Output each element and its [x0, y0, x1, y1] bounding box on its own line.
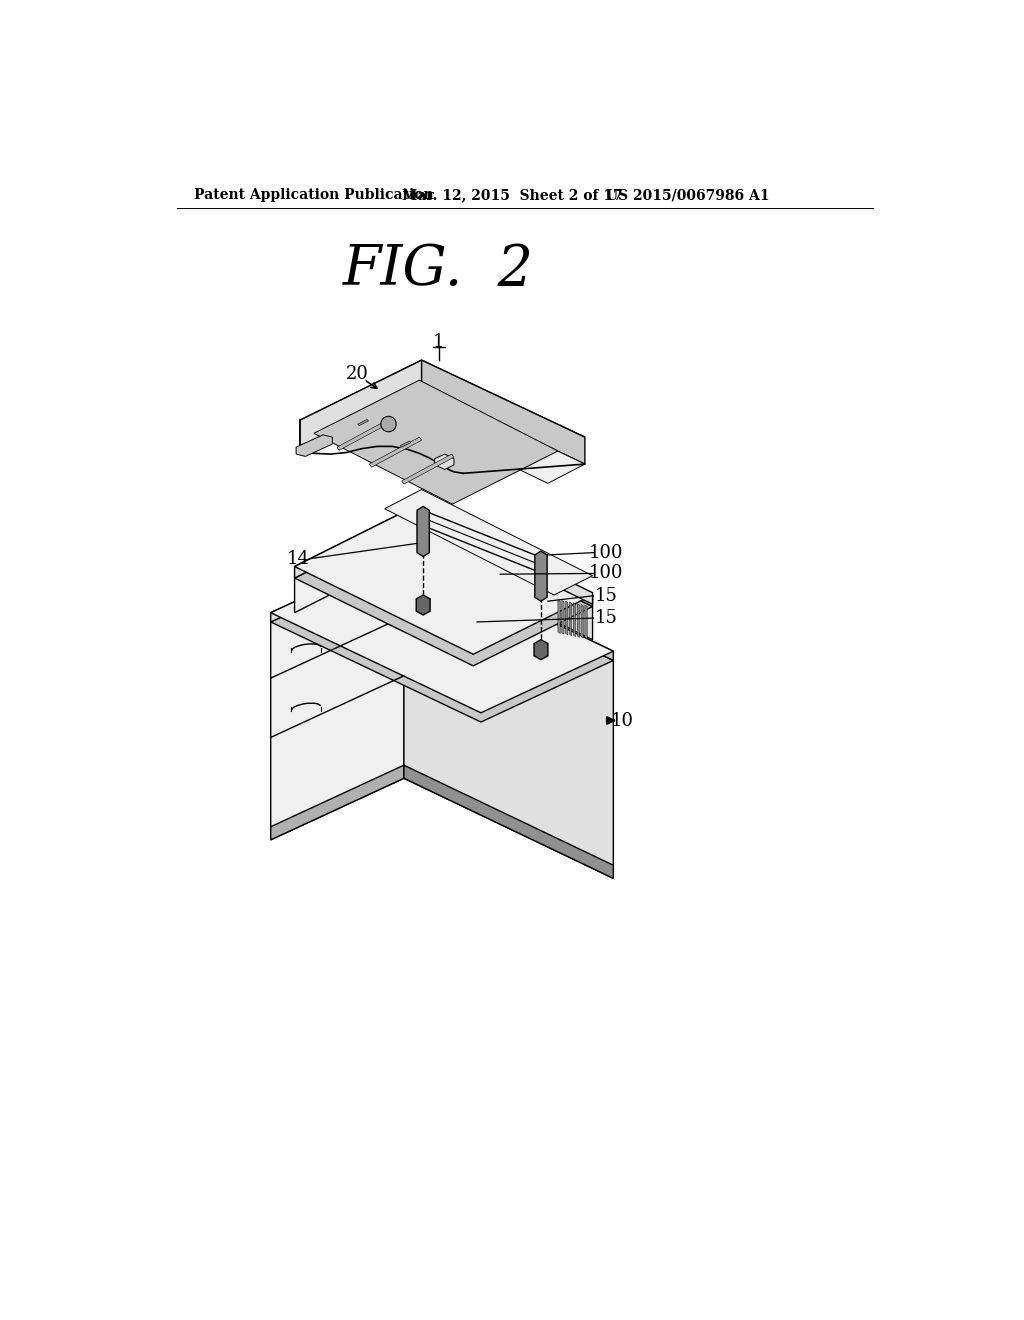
Text: 100: 100: [589, 565, 624, 582]
Polygon shape: [400, 441, 411, 447]
Polygon shape: [565, 601, 568, 635]
Polygon shape: [385, 490, 593, 595]
Polygon shape: [270, 552, 403, 622]
Text: Patent Application Publication: Patent Application Publication: [194, 189, 433, 202]
Text: US 2015/0067986 A1: US 2015/0067986 A1: [606, 189, 770, 202]
Polygon shape: [296, 434, 333, 457]
Polygon shape: [403, 766, 613, 878]
Polygon shape: [535, 552, 547, 601]
Text: 10: 10: [610, 711, 633, 730]
Polygon shape: [581, 605, 584, 638]
Polygon shape: [573, 603, 575, 636]
Polygon shape: [578, 603, 580, 638]
Polygon shape: [422, 360, 585, 465]
Polygon shape: [401, 454, 454, 484]
Polygon shape: [295, 507, 593, 655]
Polygon shape: [295, 507, 413, 578]
Circle shape: [381, 416, 396, 432]
Polygon shape: [403, 561, 613, 878]
Polygon shape: [413, 506, 593, 605]
Polygon shape: [417, 507, 429, 557]
Polygon shape: [313, 380, 558, 504]
Polygon shape: [385, 385, 585, 483]
Polygon shape: [300, 360, 422, 447]
Polygon shape: [585, 605, 587, 639]
Text: 1: 1: [433, 333, 444, 351]
Polygon shape: [413, 519, 593, 640]
Polygon shape: [270, 552, 613, 713]
Text: 20: 20: [346, 366, 369, 383]
Polygon shape: [300, 360, 585, 498]
Text: 100: 100: [589, 544, 624, 561]
Text: FIG.  2: FIG. 2: [343, 243, 534, 297]
Polygon shape: [357, 420, 369, 425]
Polygon shape: [416, 595, 430, 615]
Polygon shape: [270, 561, 403, 840]
Polygon shape: [569, 602, 571, 636]
Polygon shape: [535, 640, 548, 660]
Polygon shape: [403, 552, 613, 660]
Text: Mar. 12, 2015  Sheet 2 of 17: Mar. 12, 2015 Sheet 2 of 17: [401, 189, 623, 202]
Polygon shape: [337, 420, 389, 450]
Polygon shape: [270, 561, 613, 722]
Text: 15: 15: [595, 587, 617, 605]
Polygon shape: [562, 601, 564, 635]
Polygon shape: [295, 519, 413, 612]
Polygon shape: [295, 519, 593, 665]
Polygon shape: [370, 437, 422, 467]
Text: 14: 14: [287, 550, 310, 568]
Polygon shape: [558, 599, 560, 634]
Text: 15: 15: [595, 609, 617, 627]
Polygon shape: [270, 766, 403, 840]
Polygon shape: [413, 507, 593, 607]
Polygon shape: [435, 454, 454, 470]
